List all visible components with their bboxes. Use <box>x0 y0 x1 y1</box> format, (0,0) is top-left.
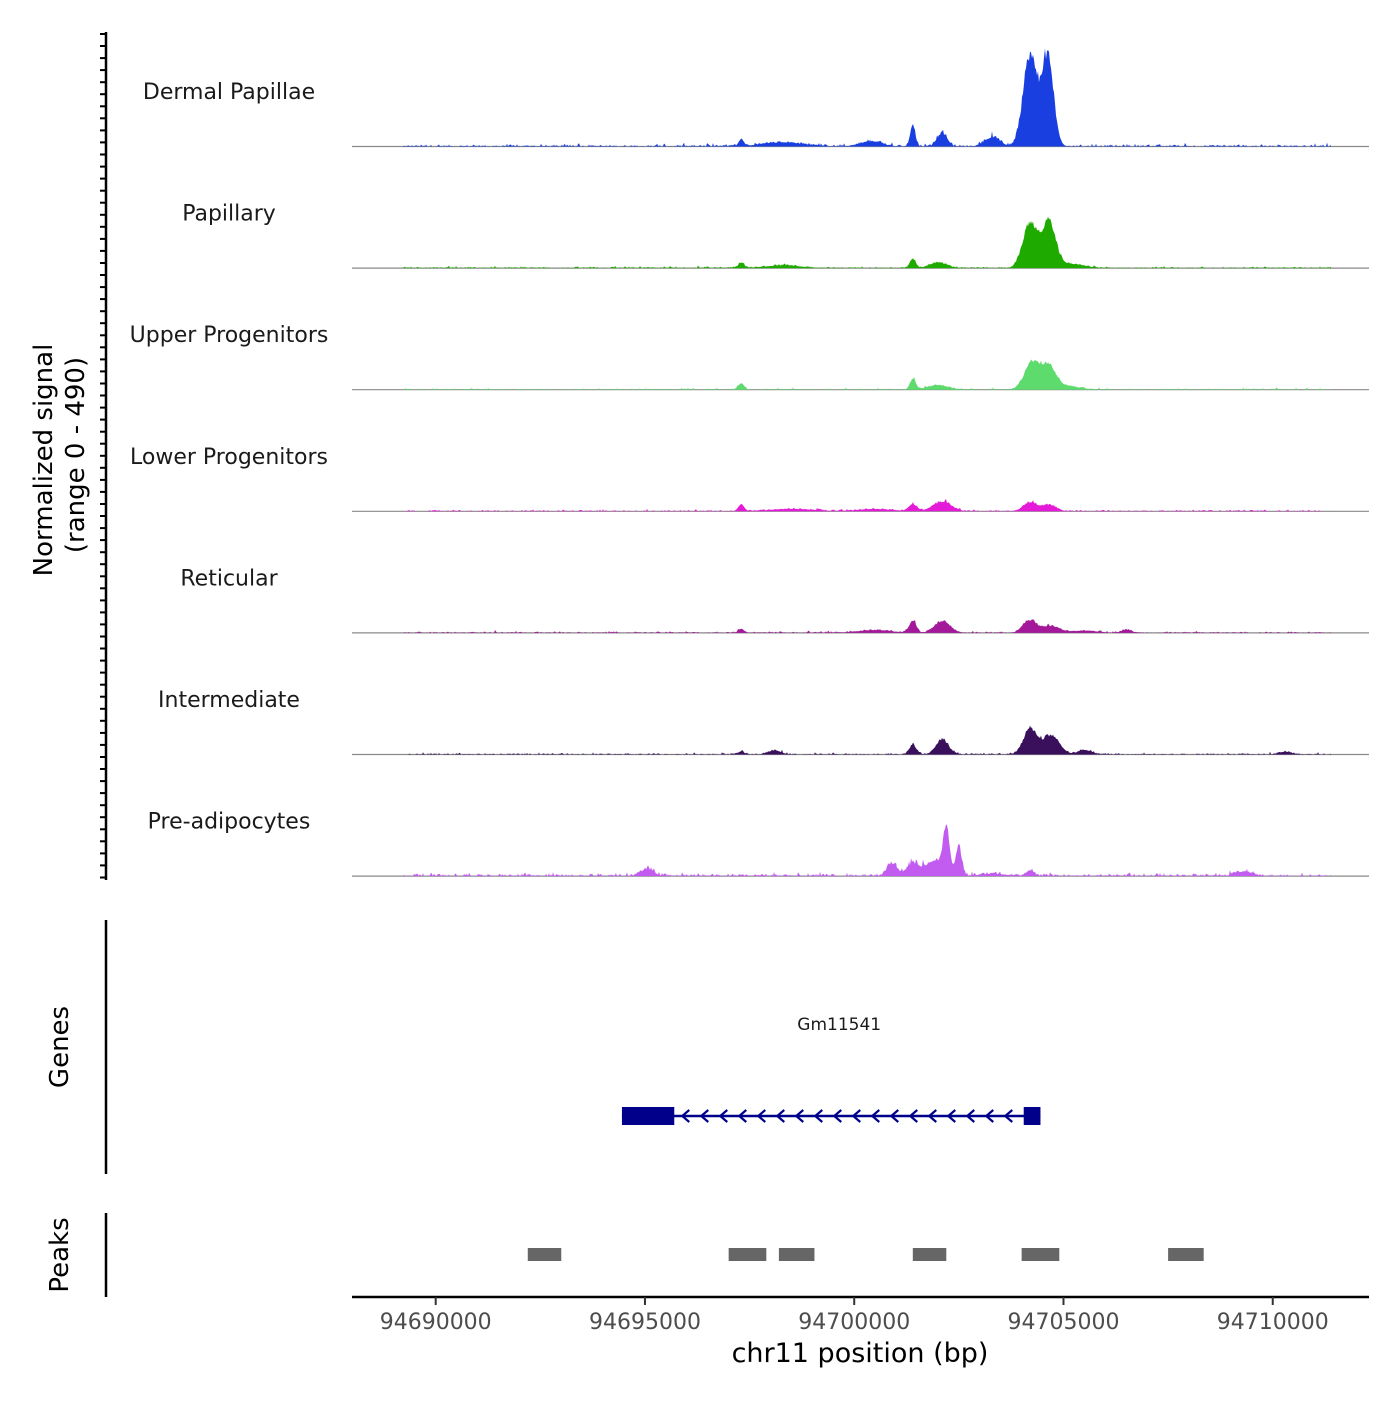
strand-arrow <box>756 1109 766 1123</box>
peak-track <box>527 1248 1204 1261</box>
y-axis-label-line2: (range 0 - 490) <box>61 357 91 553</box>
x-tick-label: 94690000 <box>380 1310 492 1335</box>
strand-arrow <box>965 1109 975 1123</box>
peak-region <box>527 1248 562 1261</box>
peaks-label: Peaks <box>45 1217 75 1292</box>
x-tick-label: 94700000 <box>798 1310 910 1335</box>
track-label: Dermal Papillae <box>143 80 315 105</box>
strand-arrow <box>889 1109 899 1123</box>
strand-arrow <box>813 1109 823 1123</box>
track-label: Papillary <box>182 202 276 227</box>
strand-arrow <box>832 1109 842 1123</box>
strand-arrow <box>718 1109 728 1123</box>
genes-label: Genes <box>45 1006 75 1088</box>
gene-track: Gm11541 <box>621 1015 1041 1125</box>
x-tick-label: 94695000 <box>589 1310 701 1335</box>
strand-arrow <box>737 1109 747 1123</box>
track-label: Intermediate <box>158 688 300 713</box>
signal-y-axis <box>100 32 108 880</box>
track-upper-progenitors: Upper Progenitors <box>130 323 1369 391</box>
track-pre-adipocytes: Pre-adipocytes <box>148 810 1369 877</box>
track-reticular: Reticular <box>180 566 1369 634</box>
strand-arrow <box>851 1109 861 1123</box>
peak-region <box>728 1248 767 1261</box>
peak-region <box>1021 1248 1060 1261</box>
peak-region <box>778 1248 815 1261</box>
x-tick-label: 94710000 <box>1217 1310 1329 1335</box>
track-label: Reticular <box>180 566 278 591</box>
track-label: Pre-adipocytes <box>148 810 311 835</box>
strand-arrow <box>680 1109 690 1123</box>
gene-label: Gm11541 <box>797 1015 881 1035</box>
track-lower-progenitors: Lower Progenitors <box>130 445 1369 512</box>
track-intermediate: Intermediate <box>158 688 1369 756</box>
strand-arrow <box>870 1109 880 1123</box>
track-dermal-papillae: Dermal Papillae <box>143 48 1369 148</box>
gene-exon <box>1023 1107 1041 1125</box>
strand-arrow <box>984 1109 994 1123</box>
peak-region <box>1168 1248 1204 1261</box>
gene-gm11541: Gm11541 <box>621 1015 1041 1125</box>
strand-arrow <box>1003 1109 1013 1123</box>
track-signal-area <box>403 725 1331 755</box>
strand-arrow <box>946 1109 956 1123</box>
track-signal-area <box>403 498 1331 512</box>
signal-tracks: Dermal Papillae Papillary Upper Progenitor… <box>130 48 1369 877</box>
gene-exon <box>621 1107 675 1125</box>
track-signal-area <box>403 48 1331 147</box>
peak-region <box>912 1248 947 1261</box>
strand-arrow <box>794 1109 804 1123</box>
track-label: Upper Progenitors <box>130 323 329 348</box>
x-axis-label: chr11 position (bp) <box>732 1338 989 1369</box>
track-signal-area <box>403 619 1331 633</box>
strand-arrow <box>775 1109 785 1123</box>
y-axis-label-line1: Normalized signal <box>29 344 59 577</box>
track-label: Lower Progenitors <box>130 445 328 470</box>
track-signal-area <box>403 359 1331 390</box>
track-signal-area <box>403 216 1331 269</box>
x-axis-ticks: 94690000 94695000 94700000 94705000 94710000 <box>380 1297 1329 1335</box>
strand-arrow <box>699 1109 709 1123</box>
x-tick-label: 94705000 <box>1007 1310 1119 1335</box>
track-papillary: Papillary <box>182 202 1369 269</box>
strand-arrow <box>908 1109 918 1123</box>
track-signal-area <box>403 824 1331 877</box>
strand-arrow <box>927 1109 937 1123</box>
